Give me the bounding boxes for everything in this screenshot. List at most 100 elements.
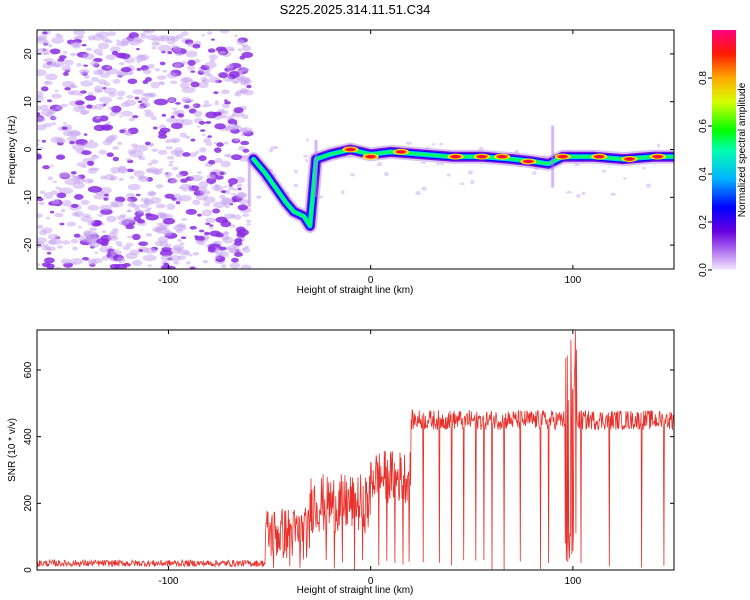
noise-blob	[79, 110, 88, 116]
noise-blob	[168, 160, 174, 164]
noise-blob	[215, 232, 224, 238]
noise-blob	[86, 160, 95, 166]
noise-blob	[233, 241, 243, 246]
noise-blob	[237, 187, 242, 191]
noise-blob	[197, 125, 201, 128]
noise-blob	[180, 60, 187, 65]
noise-blob	[80, 90, 87, 94]
noise-blob	[147, 264, 152, 267]
noise-blob	[209, 76, 220, 83]
noise-blob	[45, 73, 58, 81]
spectrogram-plot-area	[37, 30, 674, 269]
noise-blob	[78, 235, 92, 242]
noise-blob	[223, 141, 229, 145]
noise-blob	[107, 106, 113, 111]
noise-blob	[95, 116, 102, 120]
noise-blob	[203, 100, 210, 104]
noise-blob	[233, 107, 244, 114]
noise-blob	[220, 160, 231, 168]
noise-blob	[141, 93, 148, 97]
noise-blob	[51, 116, 57, 120]
noise-blob	[185, 50, 198, 58]
noise-blob	[128, 117, 136, 122]
noise-blob	[207, 48, 216, 53]
noise-blob	[151, 41, 160, 47]
noise-blob	[246, 223, 252, 226]
noise-blob	[134, 207, 141, 212]
noise-blob	[46, 99, 53, 103]
noise-blob	[164, 243, 172, 248]
noise-blob	[87, 35, 96, 41]
noise-blob	[197, 213, 202, 217]
noise-blob	[226, 123, 239, 131]
noise-blob	[110, 167, 121, 174]
noise-blob	[142, 69, 152, 75]
noise-blob	[108, 246, 113, 249]
noise-blob	[432, 143, 436, 146]
noise-blob	[156, 42, 161, 45]
noise-blob	[72, 179, 81, 185]
noise-blob	[166, 72, 178, 79]
noise-blob	[192, 252, 200, 256]
noise-blob	[42, 62, 54, 69]
noise-blob	[150, 81, 161, 89]
noise-blob	[106, 31, 117, 37]
noise-blob	[51, 199, 60, 205]
noise-blob	[242, 247, 248, 250]
colorbar: 0.0 0.2 0.4 0.6 0.8 Normalized spectral ampl…	[698, 30, 748, 277]
noise-blob	[228, 183, 233, 187]
noise-blob	[37, 263, 41, 267]
noise-blob	[126, 209, 131, 213]
noise-blob	[70, 238, 79, 244]
noise-blob	[239, 79, 249, 86]
noise-blob	[218, 72, 229, 79]
noise-blob	[211, 184, 224, 192]
noise-blob	[83, 64, 88, 67]
colorbar-tick-label: 0.4	[698, 167, 709, 181]
noise-blob	[224, 101, 231, 105]
noise-blob	[42, 165, 50, 170]
noise-blob	[230, 214, 236, 218]
noise-blob	[236, 39, 245, 45]
noise-blob	[73, 30, 86, 36]
ridge-hotspot-peak	[558, 155, 567, 159]
noise-blob	[43, 192, 54, 199]
noise-blob	[90, 60, 99, 67]
noise-blob	[175, 201, 181, 205]
noise-blob	[238, 192, 248, 199]
noise-blob	[188, 152, 198, 158]
noise-blob	[190, 70, 196, 73]
noise-blob	[126, 168, 134, 173]
colorbar-tick-label: 0.6	[698, 119, 709, 133]
noise-blob	[173, 63, 182, 68]
noise-blob	[43, 122, 53, 128]
noise-blob	[439, 142, 444, 146]
noise-blob	[151, 250, 157, 253]
ridge-hotspot-peak	[346, 148, 355, 151]
noise-blob	[124, 217, 135, 223]
ridge-hotspot-peak	[397, 150, 405, 154]
noise-blob	[207, 246, 216, 253]
noise-blob	[37, 36, 47, 44]
noise-blob	[116, 71, 125, 78]
noise-blob	[80, 216, 93, 223]
noise-blob	[41, 262, 51, 268]
noise-blob	[306, 138, 310, 142]
spectrogram-y-tick-label: 10	[23, 96, 34, 108]
noise-blob	[127, 183, 141, 191]
noise-blob	[127, 78, 138, 85]
noise-blob	[194, 59, 201, 63]
noise-blob	[566, 191, 572, 194]
noise-blob	[239, 89, 247, 94]
noise-blob	[131, 259, 143, 267]
noise-blob	[61, 126, 68, 130]
noise-blob	[205, 217, 217, 224]
noise-blob	[421, 186, 427, 191]
ridge-hotspot-peak	[524, 160, 533, 163]
noise-blob	[179, 81, 190, 89]
noise-blob	[133, 170, 145, 178]
noise-blob	[198, 155, 207, 162]
noise-blob	[194, 235, 199, 239]
